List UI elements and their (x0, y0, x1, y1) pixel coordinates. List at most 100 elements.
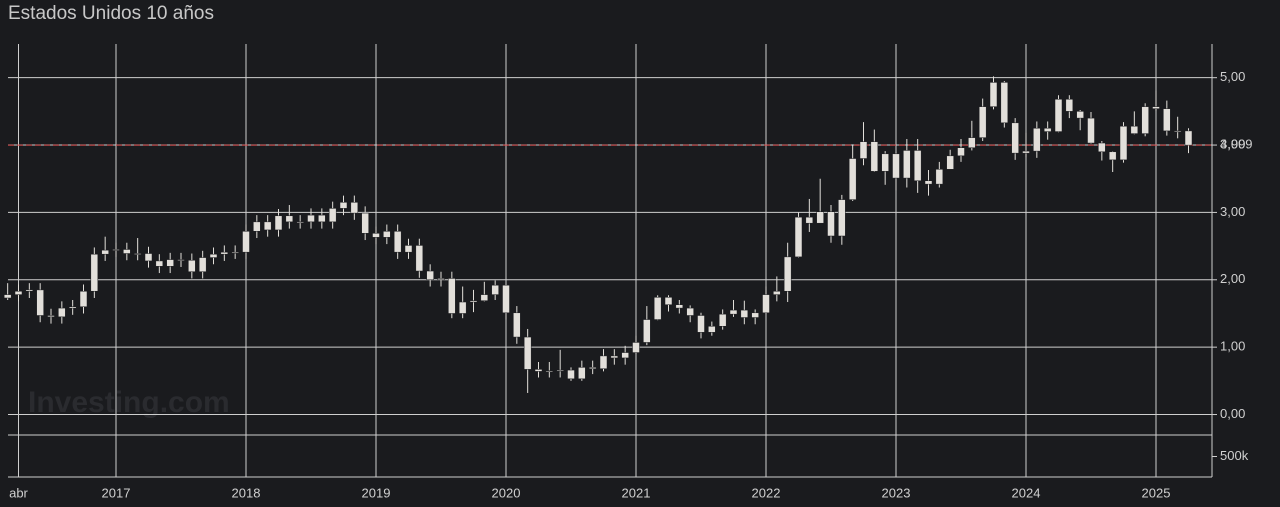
candle-body (578, 367, 586, 380)
candle-body (610, 355, 619, 359)
candle-body (1098, 142, 1106, 153)
candle-body (751, 312, 759, 318)
candle-body (14, 290, 23, 295)
candle-body (242, 231, 250, 253)
y-tick-label: 4,00 (1220, 136, 1245, 151)
candle-body (816, 211, 824, 224)
candle-body (848, 158, 857, 200)
candle-body (1152, 106, 1160, 109)
candle-body (1011, 122, 1019, 154)
candle-body (1184, 130, 1193, 146)
candle-body (155, 260, 164, 267)
y-tick-label: 2,00 (1220, 271, 1245, 286)
candle-body (404, 245, 413, 253)
x-tick-label: 2025 (1142, 485, 1171, 500)
candle-body (79, 290, 88, 307)
candle-body (58, 307, 66, 318)
candle-body (133, 253, 142, 255)
x-tick-label: 2017 (102, 485, 131, 500)
candle-body (253, 221, 261, 232)
candle-body (1065, 98, 1074, 112)
candle-body (567, 369, 575, 380)
candle-body (339, 202, 348, 209)
candle-body (350, 202, 359, 214)
candle-body (1173, 130, 1182, 133)
candle-body (209, 253, 218, 258)
y-tick-label: 0,00 (1220, 406, 1245, 421)
candle-body (415, 245, 424, 272)
y-tick-label: 3,00 (1220, 204, 1245, 219)
candle-body (90, 253, 99, 292)
candle-body (1163, 108, 1171, 132)
candle-body (773, 290, 781, 295)
x-tick-label: 2024 (1012, 485, 1041, 500)
candle-body (599, 355, 608, 369)
candle-body (25, 289, 34, 292)
candle-body (491, 284, 499, 295)
candle-body (588, 367, 597, 369)
x-tick-label: 2021 (622, 485, 651, 500)
candle-body (144, 253, 153, 262)
candle-body (372, 233, 380, 238)
candle-body (426, 270, 434, 281)
candle-body (177, 259, 185, 261)
y2-tick-label: 500k (1220, 448, 1249, 463)
candle-body (220, 251, 229, 255)
candle-body (686, 307, 694, 316)
candle-body (274, 215, 283, 231)
candle-body (328, 208, 337, 223)
candle-body (957, 147, 965, 157)
candle-body (458, 301, 467, 314)
candle-body (112, 249, 120, 251)
y-tick-label: 5,00 (1220, 69, 1245, 84)
candle-body (1000, 82, 1009, 124)
candle-body (534, 369, 543, 372)
candle-body (47, 315, 55, 318)
x-tick-label: 2022 (752, 485, 781, 500)
last-value-label: 3,999 (1220, 137, 1253, 152)
candle-body (718, 313, 727, 327)
candle-body (383, 231, 391, 238)
candle-body (1119, 125, 1128, 161)
candle-body (188, 260, 196, 272)
candle-body (838, 199, 846, 237)
candle-body (935, 169, 944, 185)
x-tick-label: abr (9, 485, 28, 500)
candle-body (101, 249, 109, 255)
chart-title: Estados Unidos 10 años (8, 3, 214, 24)
candle-body (913, 150, 922, 182)
x-tick-label: 2018 (232, 485, 261, 500)
candle-body (762, 294, 770, 314)
candle-body (794, 216, 803, 258)
candle-body (556, 369, 564, 372)
candle-body (1054, 98, 1063, 132)
candle-body (361, 212, 369, 234)
candle-body (632, 342, 640, 353)
candle-body (36, 289, 44, 316)
candle-body (870, 141, 879, 172)
candle-body (892, 153, 900, 179)
candle-body (968, 137, 976, 148)
y-tick-label: 1,00 (1220, 339, 1245, 354)
candle-body (675, 304, 684, 309)
candle-body (523, 336, 532, 370)
candle-body (621, 352, 629, 359)
candle-body (1022, 150, 1030, 154)
x-tick-label: 2023 (882, 485, 911, 500)
candle-body (697, 315, 705, 333)
candle-body (643, 319, 651, 343)
candle-body (513, 312, 521, 338)
candle-body (1043, 127, 1052, 132)
candle-body (978, 106, 987, 138)
candle-body (285, 215, 294, 223)
candle-body (1141, 106, 1149, 134)
candle-body (946, 155, 954, 170)
candle-body (783, 256, 792, 292)
candle-body (469, 300, 478, 303)
candle-body (881, 153, 889, 172)
candle-body (545, 370, 554, 372)
candle-body (740, 309, 749, 318)
candle-body (1076, 111, 1084, 119)
candle-body (989, 82, 998, 107)
